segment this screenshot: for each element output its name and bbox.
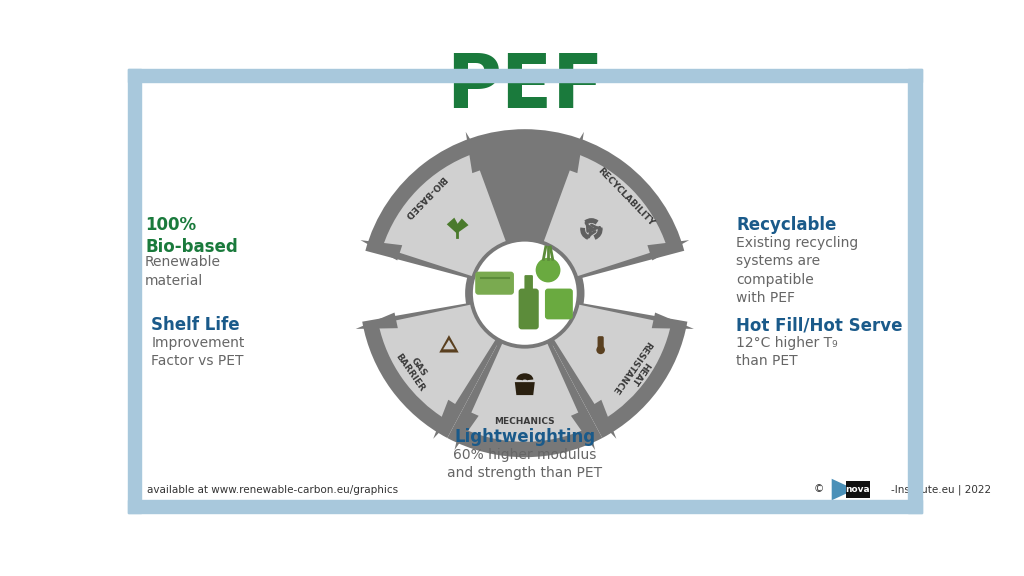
Polygon shape <box>571 410 595 450</box>
FancyBboxPatch shape <box>518 289 539 329</box>
Text: -Institute.eu | 2022: -Institute.eu | 2022 <box>891 484 991 495</box>
Text: Lightweighting: Lightweighting <box>455 428 595 446</box>
Polygon shape <box>515 382 535 395</box>
Wedge shape <box>447 339 602 457</box>
Bar <box>908 69 922 513</box>
Polygon shape <box>360 240 402 260</box>
Polygon shape <box>651 313 694 329</box>
Text: RECYCLABILITY: RECYCLABILITY <box>595 166 655 228</box>
Text: Renewable
material: Renewable material <box>145 256 221 288</box>
Text: HEAT
RESISTANCE: HEAT RESISTANCE <box>609 339 662 401</box>
Circle shape <box>536 258 560 282</box>
Polygon shape <box>455 218 469 233</box>
Bar <box>128 69 922 82</box>
Text: ©: © <box>814 484 824 495</box>
FancyBboxPatch shape <box>545 289 572 319</box>
Text: Recyclable: Recyclable <box>736 216 837 234</box>
Wedge shape <box>554 305 671 419</box>
Wedge shape <box>379 305 496 419</box>
Polygon shape <box>831 479 855 501</box>
Bar <box>846 481 870 498</box>
Wedge shape <box>544 154 667 276</box>
Text: BIO-BASED: BIO-BASED <box>401 173 447 220</box>
Polygon shape <box>355 313 398 329</box>
Wedge shape <box>383 154 506 276</box>
Circle shape <box>596 346 605 354</box>
Text: nova: nova <box>846 485 870 494</box>
Wedge shape <box>362 302 501 438</box>
Circle shape <box>465 234 585 353</box>
Polygon shape <box>437 333 461 354</box>
Text: 60% higher modulus
and strength than PET: 60% higher modulus and strength than PET <box>447 448 602 480</box>
Wedge shape <box>366 129 684 280</box>
Text: Existing recycling
systems are
compatible
with PEF: Existing recycling systems are compatibl… <box>736 236 859 305</box>
Circle shape <box>541 263 556 278</box>
Text: PEF: PEF <box>446 51 603 124</box>
Text: Hot Fill/Hot Serve: Hot Fill/Hot Serve <box>736 316 903 334</box>
Text: 100%
Bio-based: 100% Bio-based <box>145 216 238 256</box>
Circle shape <box>473 241 577 345</box>
Polygon shape <box>455 410 478 450</box>
Polygon shape <box>433 400 462 439</box>
Polygon shape <box>647 240 689 260</box>
FancyBboxPatch shape <box>598 336 604 351</box>
Text: Improvement
Factor vs PET: Improvement Factor vs PET <box>152 336 245 368</box>
Polygon shape <box>562 132 584 173</box>
Polygon shape <box>446 218 460 233</box>
Wedge shape <box>549 302 687 438</box>
Text: available at www.renewable-carbon.eu/graphics: available at www.renewable-carbon.eu/gra… <box>147 484 398 495</box>
Polygon shape <box>443 340 455 349</box>
Bar <box>128 499 922 513</box>
FancyBboxPatch shape <box>475 272 514 295</box>
Text: Shelf Life: Shelf Life <box>152 316 240 334</box>
Text: GAS
BARRIER: GAS BARRIER <box>394 347 435 393</box>
Polygon shape <box>588 400 616 439</box>
Bar <box>128 69 141 513</box>
Text: 12°C higher T₉
than PET: 12°C higher T₉ than PET <box>736 336 838 368</box>
FancyBboxPatch shape <box>524 275 532 293</box>
Wedge shape <box>464 344 586 442</box>
Polygon shape <box>466 132 487 173</box>
Text: MECHANICS: MECHANICS <box>495 418 555 426</box>
